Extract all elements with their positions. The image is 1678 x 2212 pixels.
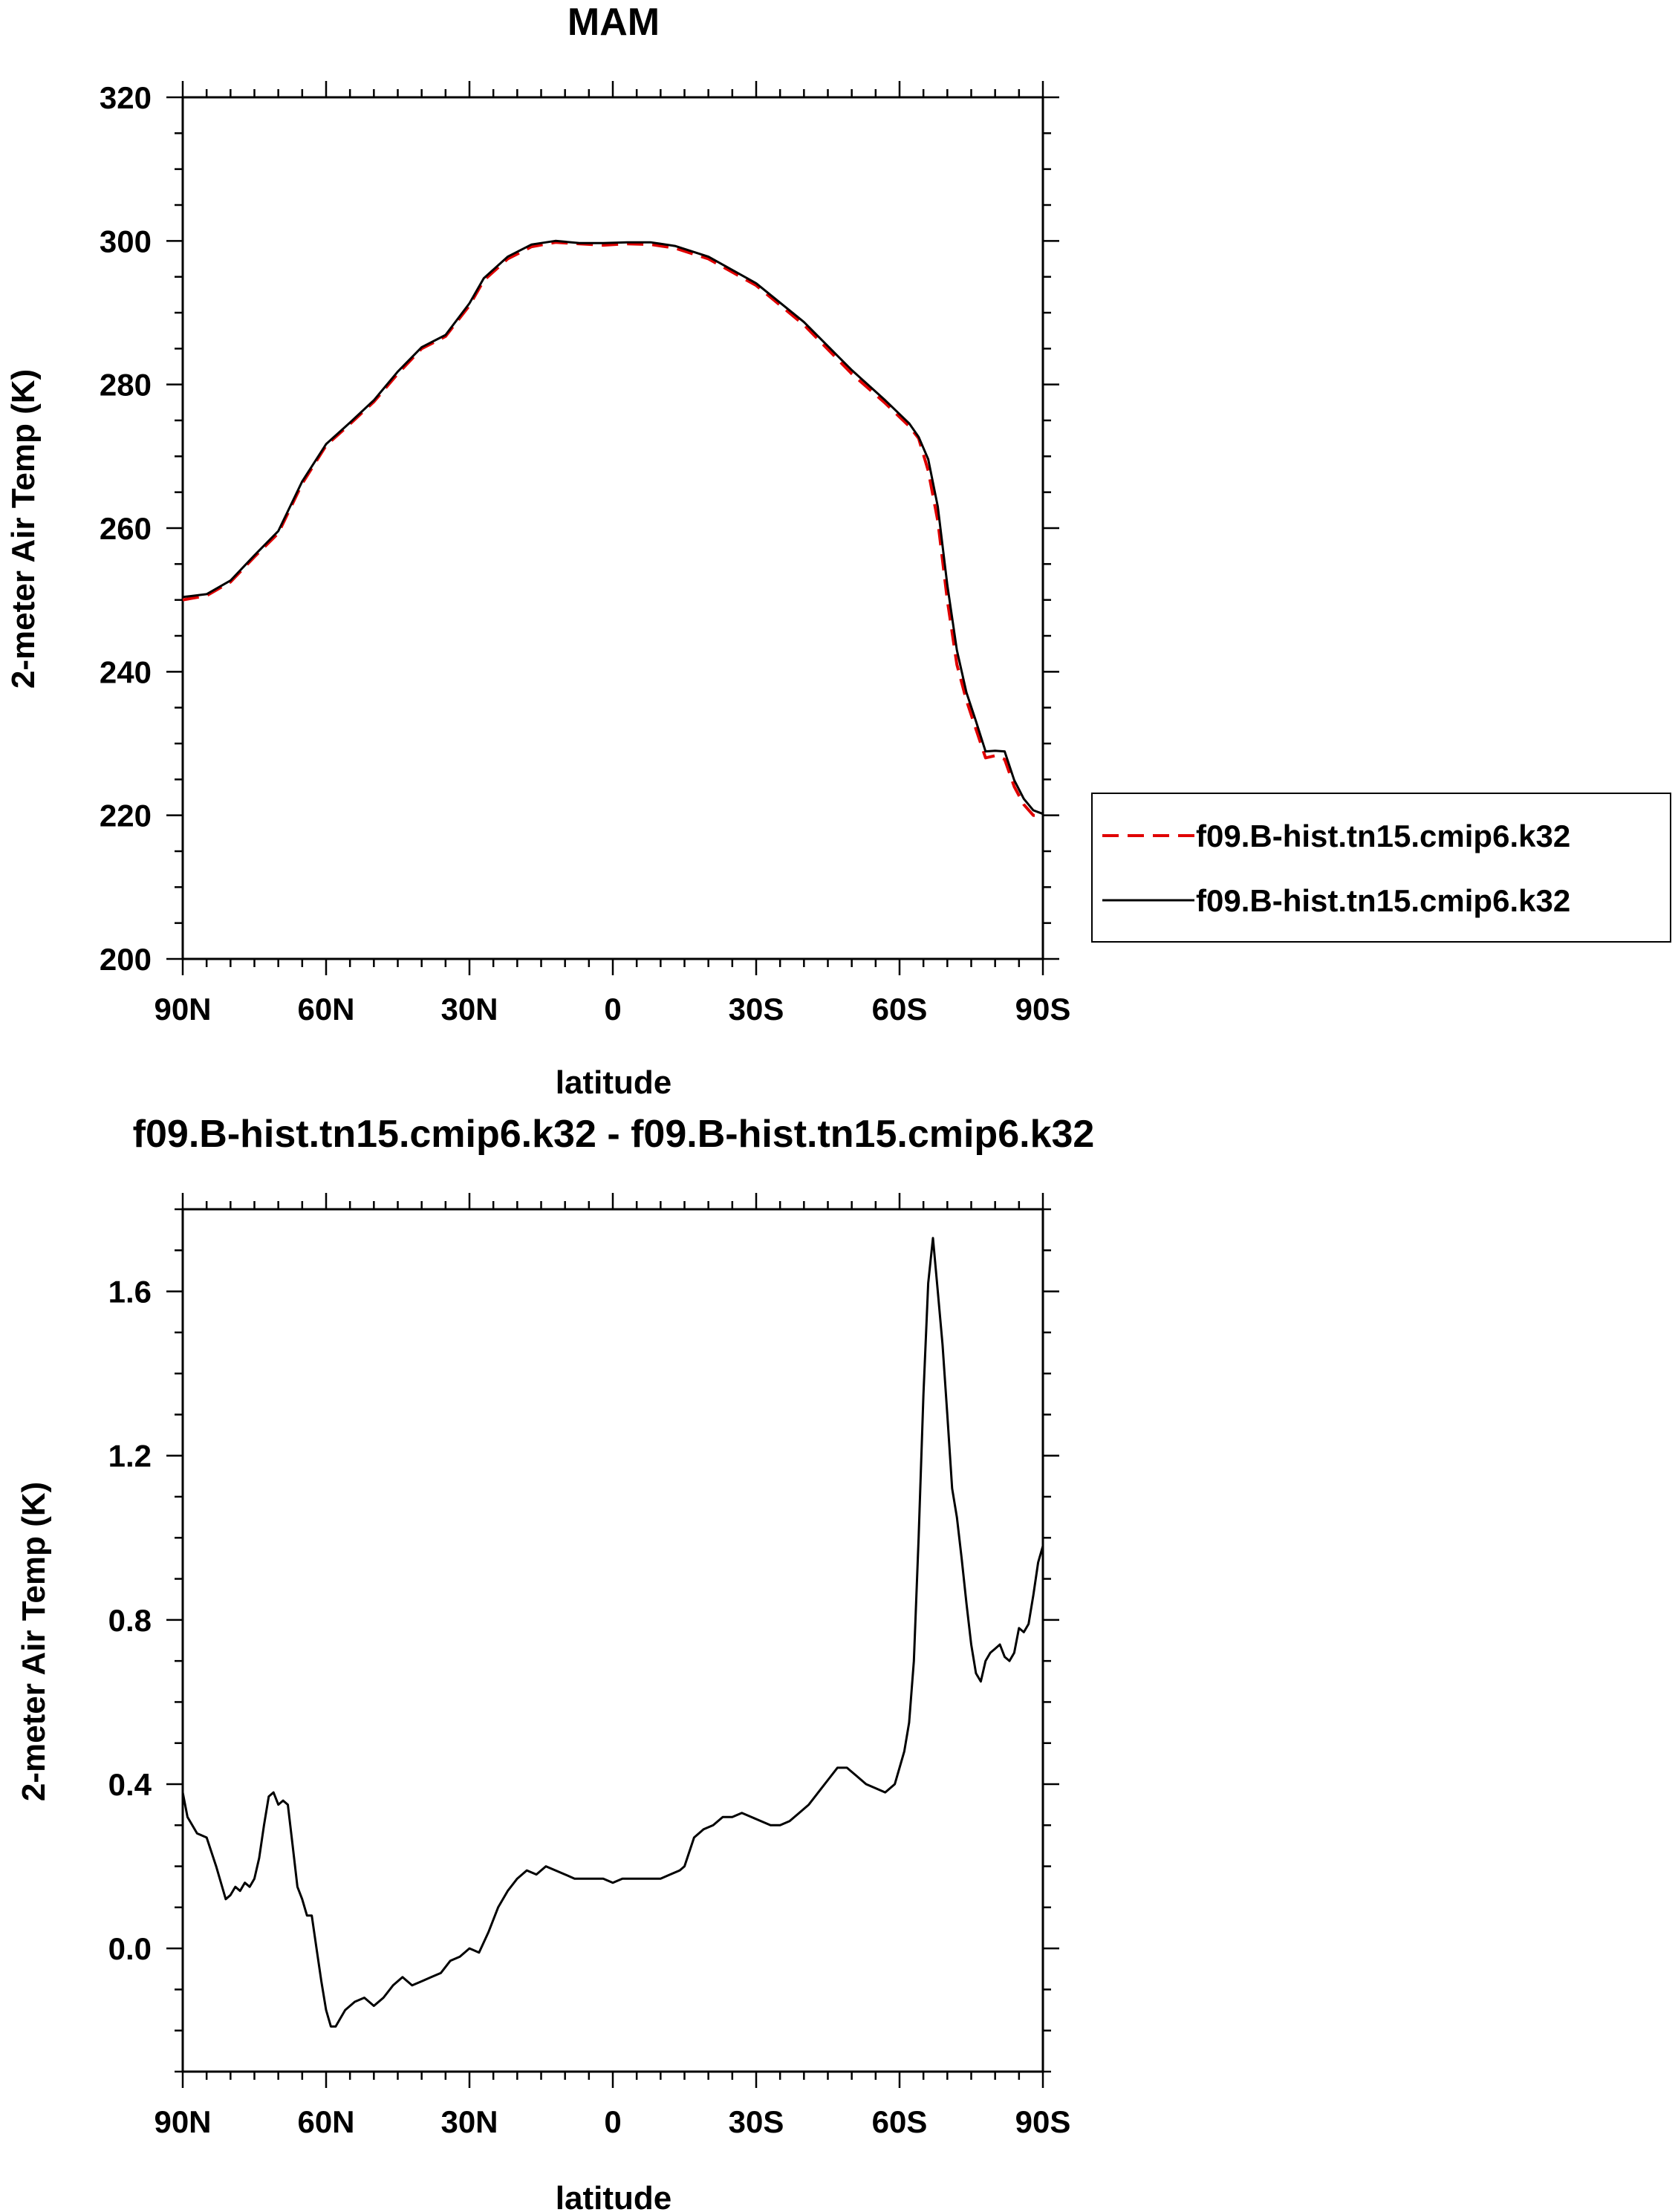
bottom-y-axis-title: 2-meter Air Temp (K): [16, 1482, 52, 1801]
top-x-tick-label: 0: [604, 992, 621, 1027]
top-plot-frame: [181, 96, 1044, 960]
bottom-x-tick-label: 60S: [872, 2104, 928, 2139]
top-x-tick-label: 30N: [440, 992, 498, 1027]
bottom-y-tick-label: 1.2: [108, 1439, 152, 1474]
top-panel: MAM 90N 60N 30N 0 30S 60S 90S 200 220 240 260 280 30…: [5, 1, 1671, 1101]
legend-box: [1091, 793, 1671, 943]
top-y-tick-label: 280: [100, 368, 152, 403]
bottom-x-tick-label: 90N: [154, 2104, 211, 2139]
top-y-tick-label: 200: [100, 942, 152, 977]
bottom-panel: f09.B-hist.tn15.cmip6.k32 - f09.B-hist.t…: [16, 1113, 1094, 2212]
top-series-solid-line: [182, 239, 1044, 816]
bottom-series-solid-line: [181, 1237, 1044, 2028]
top-x-tick-label: 60N: [297, 992, 354, 1027]
legend-entry-solid: f09.B-hist.tn15.cmip6.k32: [1196, 883, 1570, 918]
bottom-x-tick-label: 0: [604, 2104, 621, 2139]
top-x-tick-label: 60S: [872, 992, 928, 1027]
bottom-y-tick-label: 0.0: [108, 1931, 152, 1966]
bottom-x-axis-title: latitude: [556, 2180, 671, 2212]
top-y-tick-label: 320: [100, 80, 152, 115]
top-chart-title: MAM: [568, 1, 660, 44]
bottom-y-tick-label: 0.4: [108, 1767, 152, 1802]
bottom-chart-title: f09.B-hist.tn15.cmip6.k32 - f09.B-hist.t…: [133, 1113, 1095, 1156]
bottom-x-tick-label: 60N: [297, 2104, 354, 2139]
top-y-axis-title: 2-meter Air Temp (K): [5, 369, 42, 689]
legend: f09.B-hist.tn15.cmip6.k32 f09.B-hist.tn1…: [1091, 793, 1671, 943]
top-series-dashed-line: [182, 241, 1043, 817]
bottom-y-tick-label: 0.8: [108, 1603, 152, 1638]
top-y-tick-label: 260: [100, 511, 152, 546]
bottom-y-tick-label: 1.6: [108, 1275, 152, 1310]
top-y-tick-label: 220: [100, 798, 152, 833]
bottom-x-tick-label: 30N: [440, 2104, 498, 2139]
bottom-x-tick-label: 90S: [1015, 2104, 1071, 2139]
legend-entry-dashed: f09.B-hist.tn15.cmip6.k32: [1196, 819, 1570, 853]
top-y-tick-label: 240: [100, 654, 152, 689]
top-x-axis-title: latitude: [556, 1064, 671, 1101]
top-x-tick-label: 90N: [154, 992, 211, 1027]
top-x-tick-label: 30S: [729, 992, 784, 1027]
bottom-x-tick-label: 30S: [729, 2104, 784, 2139]
top-plot-area: 90N 60N 30N 0 30S 60S 90S 200 220 240 260 280 300 320: [100, 80, 1070, 1027]
bottom-plot-area: 90N 60N 30N 0 30S 60S 90S 0.0 0.4 0.8 1.2 1.6: [108, 1193, 1071, 2139]
top-y-tick-label: 300: [100, 224, 152, 258]
top-x-tick-label: 90S: [1015, 992, 1071, 1027]
